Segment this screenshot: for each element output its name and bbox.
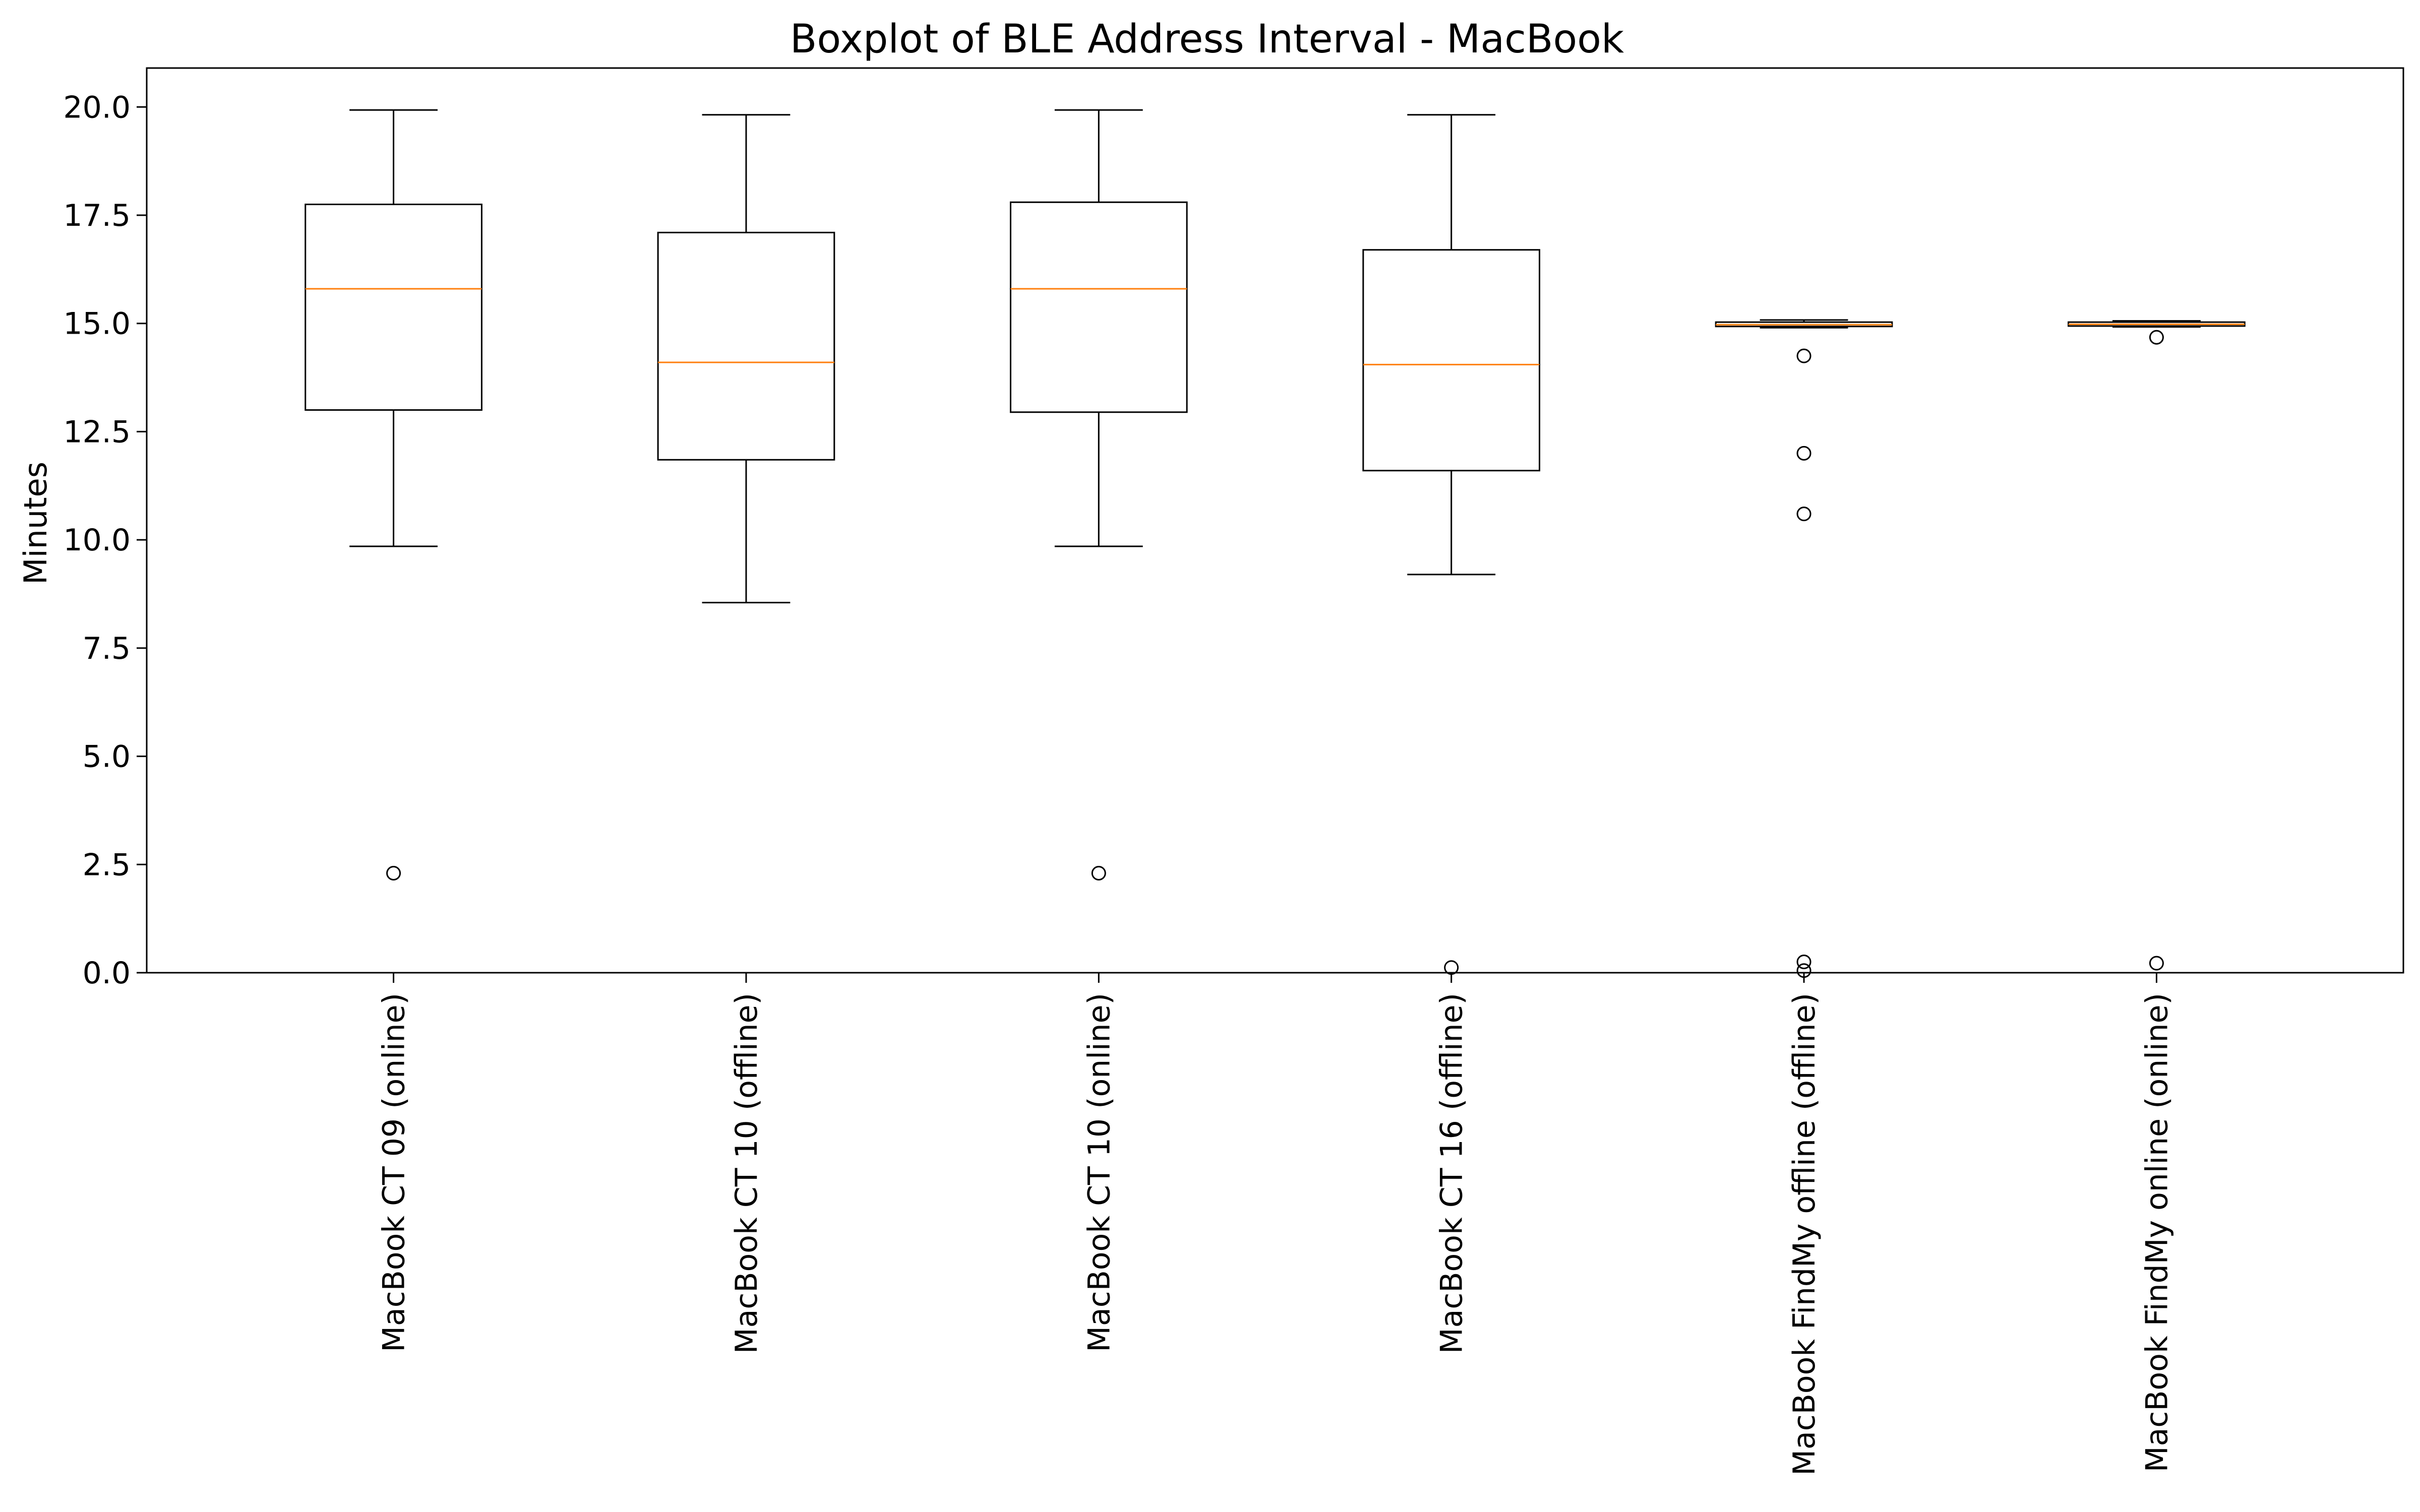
y-tick-label: 12.5 (63, 414, 131, 450)
outlier-point (2149, 956, 2164, 971)
box-iqr (1362, 249, 1541, 472)
y-tick-label: 0.0 (83, 956, 131, 991)
y-tick-label: 17.5 (63, 198, 131, 233)
x-category-label: MacBook FindMy offline (offline) (1787, 993, 1822, 1476)
outlier-point (1796, 348, 1811, 363)
box-iqr (305, 204, 482, 411)
plot-frame (146, 67, 2404, 974)
box-iqr (1009, 201, 1188, 413)
x-category-label: MacBook CT 09 (online) (377, 993, 412, 1352)
outlier-point (1796, 955, 1811, 970)
outlier-point (1796, 446, 1811, 461)
chart-marks: 0.0 2.5 5.0 7.5 10.0 12.5 15.0 17.5 20.0 MacBook … (63, 90, 2246, 1476)
y-axis-label: Minutes (17, 462, 54, 585)
y-tick-label: 20.0 (63, 90, 131, 125)
outlier-point (1796, 507, 1811, 522)
outlier-point (2149, 330, 2164, 345)
x-category-label: MacBook CT 16 (offline) (1434, 993, 1470, 1354)
x-category-label: MacBook FindMy online (online) (2139, 993, 2174, 1472)
y-tick-label: 10.0 (63, 523, 131, 558)
outlier-point (1091, 865, 1106, 880)
box-iqr (657, 231, 835, 461)
y-tick-label: 5.0 (83, 739, 131, 775)
y-tick-label: 2.5 (83, 847, 131, 883)
x-category-label: MacBook CT 10 (online) (1081, 993, 1117, 1352)
chart-title: Boxplot of BLE Address Interval - MacBoo… (790, 17, 1624, 62)
x-category-label: MacBook CT 10 (offline) (729, 993, 764, 1354)
outlier-point (386, 865, 401, 880)
y-tick-label: 15.0 (63, 306, 131, 342)
y-tick-label: 7.5 (83, 631, 131, 666)
